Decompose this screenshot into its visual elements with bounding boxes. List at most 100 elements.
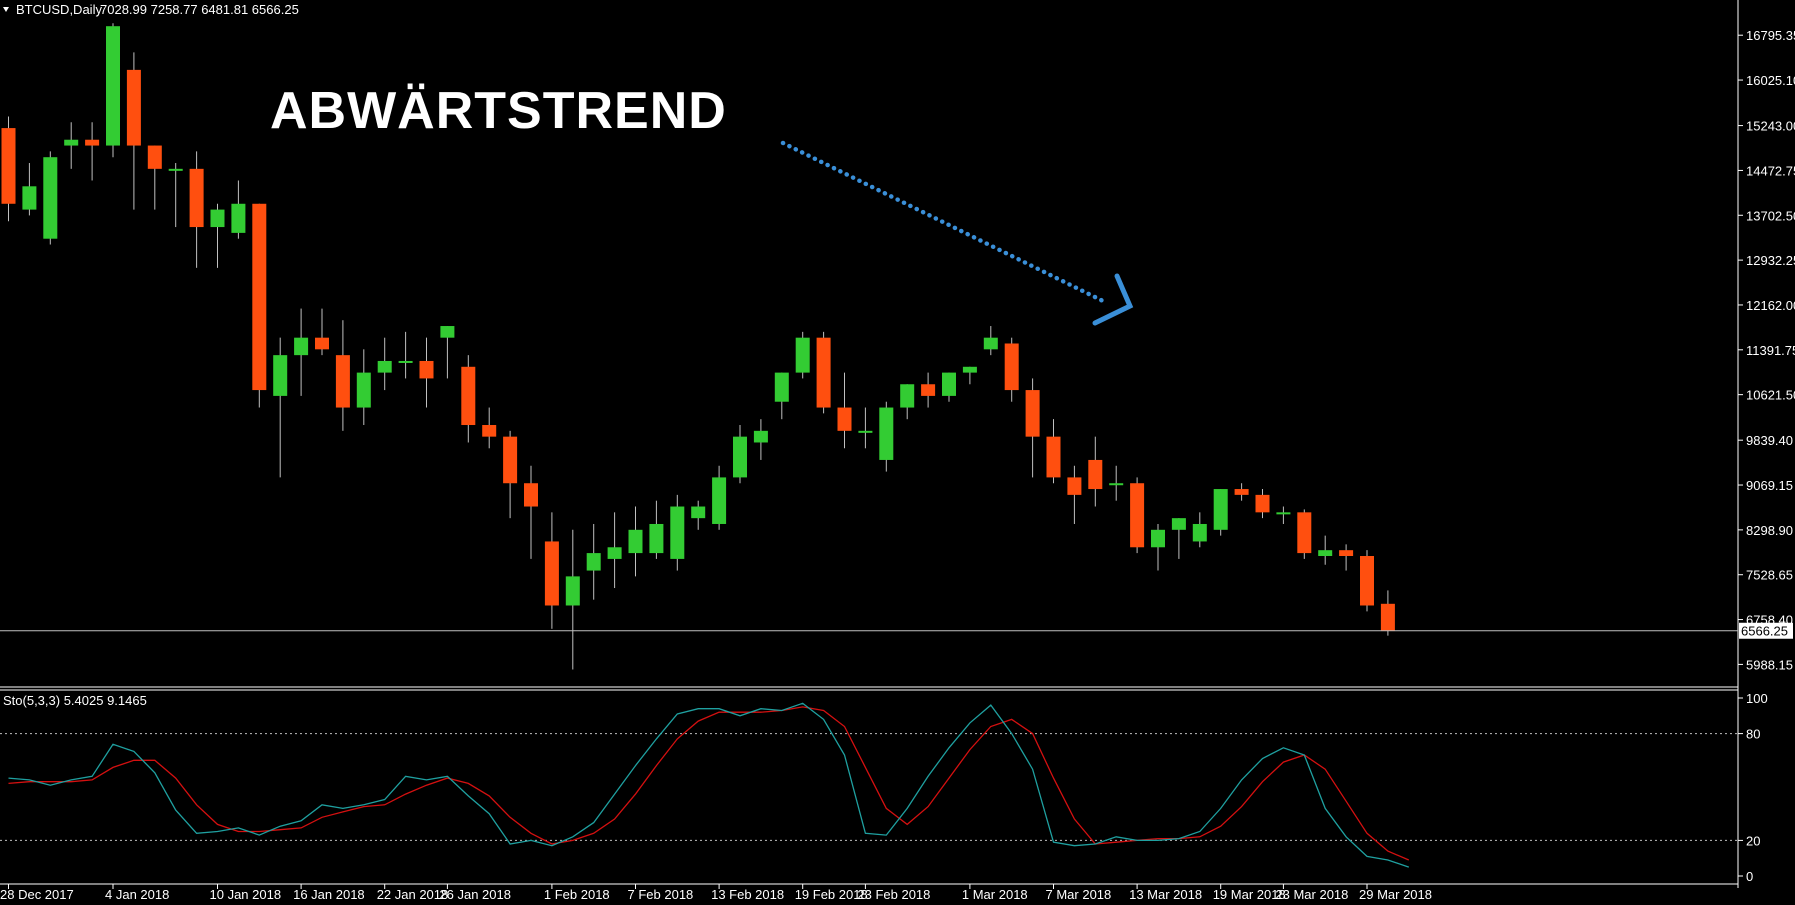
candle-body (210, 209, 225, 228)
time-tick-label: 13 Mar 2018 (1129, 887, 1202, 902)
candle-body (670, 506, 685, 559)
stoch-main-line (8, 702, 1410, 868)
price-tick-label: 14472.75 (1746, 163, 1795, 178)
current-price-tag: 6566.25 (1739, 622, 1793, 639)
candle-body (628, 529, 643, 554)
candle (64, 122, 79, 169)
candle-body (816, 337, 831, 408)
current-price-value: 6566.25 (1741, 624, 1788, 639)
candle-body (1255, 494, 1270, 513)
time-tick-label: 26 Jan 2018 (439, 887, 511, 902)
candle (85, 122, 100, 181)
candle-body (753, 430, 768, 443)
candle (628, 506, 643, 577)
candle (273, 337, 288, 478)
price-tick-label: 16025.10 (1746, 73, 1795, 88)
candle (168, 163, 183, 228)
candle-body (1130, 483, 1145, 548)
price-tick-label: 16795.35 (1746, 28, 1795, 43)
candle-body (733, 436, 747, 478)
price-tick-label: 9069.15 (1746, 478, 1793, 493)
symbol-label: BTCUSD,Daily (16, 2, 102, 17)
candle (733, 425, 747, 484)
candle-body (1276, 512, 1291, 515)
candle-body (231, 203, 246, 233)
candle (231, 180, 246, 239)
candle (1380, 590, 1395, 636)
candles (1, 23, 1395, 670)
time-tick-label: 19 Mar 2018 (1213, 887, 1286, 902)
candle (1067, 465, 1082, 524)
candle-body (461, 366, 476, 426)
collapse-triangle-icon[interactable] (3, 7, 9, 12)
candle (419, 337, 434, 408)
candle-body (1380, 603, 1395, 631)
candle (1025, 378, 1040, 478)
candle-body (1297, 512, 1312, 554)
candle-body (795, 337, 810, 373)
candle-body (921, 384, 936, 396)
stoch-tick-label: 80 (1746, 727, 1760, 742)
price-tick-label: 9839.40 (1746, 433, 1793, 448)
candle-body (377, 360, 392, 373)
candle (795, 331, 810, 379)
candle-body (1046, 436, 1061, 478)
candle (126, 52, 141, 210)
candle (1, 116, 16, 222)
candle (1192, 512, 1207, 548)
candle (482, 407, 497, 449)
time-tick-label: 23 Mar 2018 (1275, 887, 1348, 902)
candle (1088, 436, 1103, 507)
candle (858, 407, 873, 449)
candle (649, 500, 664, 559)
candle (712, 465, 727, 530)
candle (1234, 483, 1249, 501)
candle-body (64, 139, 79, 146)
candle (1130, 477, 1145, 554)
time-tick-label: 7 Feb 2018 (628, 887, 694, 902)
candle (189, 151, 204, 268)
time-tick-label: 16 Jan 2018 (293, 887, 365, 902)
price-tick-label: 13702.50 (1746, 208, 1795, 223)
candle (1360, 550, 1374, 612)
price-tick-label: 15243.00 (1746, 119, 1795, 134)
candle-body (879, 407, 894, 460)
candle (398, 331, 413, 379)
candle (22, 163, 37, 216)
stoch-axis: 100 80 20 0 (0, 691, 1768, 884)
annotation-text: ABWÄRTSTREND (270, 82, 727, 140)
candle-body (774, 372, 789, 402)
candle (1046, 419, 1061, 484)
stoch-tick-label: 20 (1746, 833, 1760, 848)
candle (1318, 535, 1333, 565)
candle (1255, 489, 1270, 519)
candle (879, 401, 894, 472)
candle-body (1, 128, 16, 204)
candle (1339, 544, 1354, 571)
candle-body (1360, 556, 1374, 606)
ohlc-label: 7028.99 7258.77 6481.81 6566.25 (100, 2, 299, 17)
candle (315, 308, 329, 356)
candle (43, 151, 58, 245)
price-tick-label: 12162.00 (1746, 298, 1795, 313)
candle (816, 331, 831, 414)
time-tick-label: 28 Dec 2017 (0, 887, 74, 902)
candle-body (1004, 343, 1019, 391)
candle-body (649, 523, 664, 554)
chart-frame (0, 0, 1739, 888)
candle (252, 203, 267, 408)
candle-body (586, 553, 601, 571)
candle-body (503, 436, 518, 484)
time-tick-label: 22 Jan 2018 (377, 887, 449, 902)
price-tick-label: 10621.50 (1746, 388, 1795, 403)
candle-body (1339, 550, 1354, 557)
candle-body (983, 337, 998, 350)
price-tick-label: 11391.75 (1746, 343, 1795, 358)
candle-body (356, 372, 371, 408)
candle (294, 308, 309, 396)
candle (670, 494, 685, 571)
candle (356, 349, 371, 426)
stoch-tick-label: 0 (1746, 869, 1753, 884)
candle-body (544, 541, 559, 606)
